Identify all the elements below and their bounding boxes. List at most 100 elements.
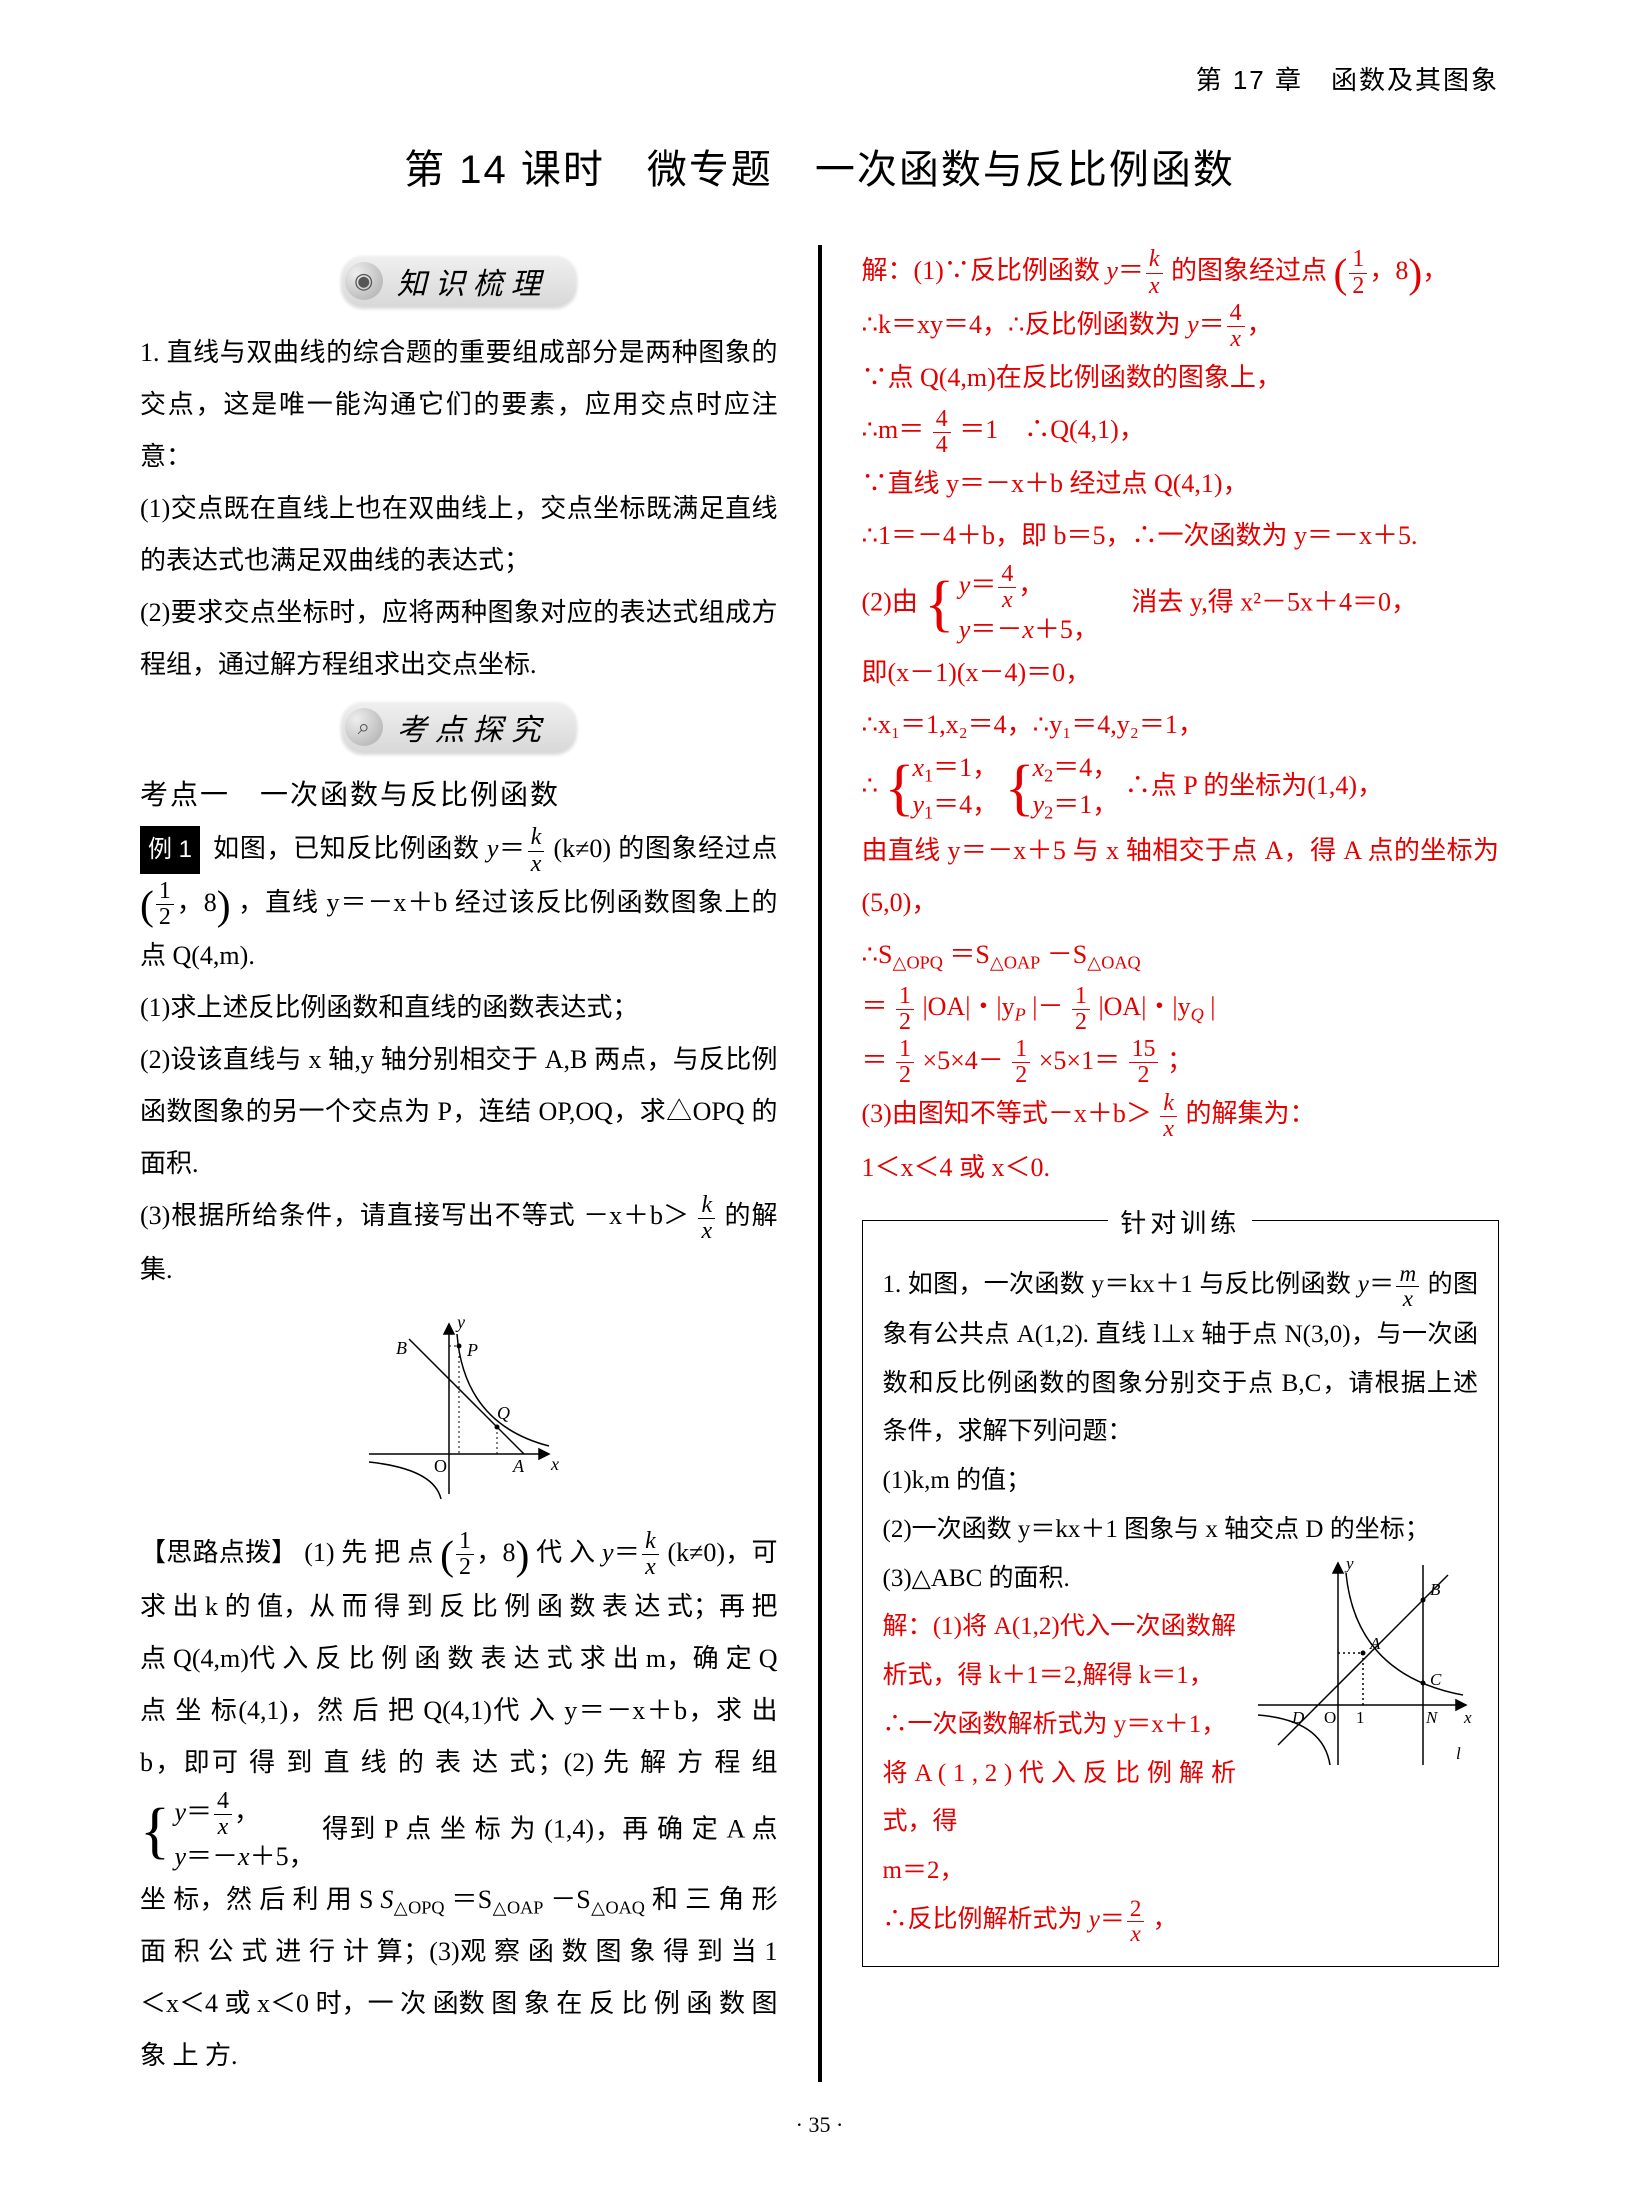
tr-q3: (3)△ABC 的面积.	[883, 1555, 1237, 1604]
g2-A: A	[1369, 1634, 1381, 1653]
f-n: 4	[933, 407, 951, 433]
f-n: k	[642, 1529, 659, 1555]
f-d: x	[1146, 274, 1163, 299]
sol-l15a: (3)由图知不等式－x＋b＞	[862, 1099, 1152, 1128]
example-label: 例 1	[140, 826, 200, 874]
sub: △OAP	[990, 953, 1040, 973]
sol-l14b: ×5×4－	[922, 1046, 1003, 1075]
left-column: ◉ 知识梳理 1. 直线与双曲线的综合题的重要组成部分是两种图象的交点，这是唯一…	[140, 245, 778, 2082]
f-n: 4	[214, 1789, 232, 1815]
f-d: x	[1160, 1117, 1177, 1142]
g1-x: x	[550, 1454, 559, 1474]
example-graph: y x O B P Q A	[140, 1314, 778, 1509]
page-number: · 35 ·	[140, 2112, 1499, 2138]
f-d: x	[214, 1815, 232, 1840]
hint-label: 【思路点拨】	[140, 1538, 297, 1567]
lesson-title: 第 14 课时 微专题 一次函数与反比例函数	[140, 137, 1499, 195]
f-d: 2	[1072, 1010, 1090, 1035]
two-column-layout: ◉ 知识梳理 1. 直线与双曲线的综合题的重要组成部分是两种图象的交点，这是唯一…	[140, 245, 1499, 2082]
tr-sol5a: ∴反比例解析式为	[883, 1906, 1089, 1933]
sol-l5: ∵直线 y＝－x＋b 经过点 Q(4,1)，	[862, 458, 1500, 510]
example-q3a: (3)根据所给条件，请直接写出不等式 －x＋b＞	[140, 1201, 689, 1230]
g2-N: N	[1425, 1708, 1439, 1727]
pt-a: 1	[156, 879, 174, 905]
training-box: 针对训练 1. 如图，一次函数 y＝kx＋1 与反比例函数 y＝mx 的图象有公…	[862, 1220, 1500, 1967]
knowledge-p2: (2)要求交点坐标时，应将两种图象对应的表达式组成方程组，通过解方程组求出交点坐…	[140, 587, 778, 691]
right-column: 解：(1)∵反比例函数 y＝kx 的图象经过点 (12，8)， ∴k＝xy＝4，…	[862, 245, 1500, 2082]
example-q3: (3)根据所给条件，请直接写出不等式 －x＋b＞ kx 的解集.	[140, 1190, 778, 1296]
f-n: m	[1396, 1262, 1419, 1287]
sol-l2a: ∴k＝xy＝4，∴反比例函数为	[862, 310, 1188, 339]
sol-l12a: ∴S	[862, 940, 893, 969]
sol-l10b: ∴点 P 的坐标为(1,4)，	[1125, 771, 1383, 800]
f-d: 2	[456, 1555, 474, 1580]
f-n: 15	[1129, 1037, 1159, 1063]
sol-l3: ∵点 Q(4,m)在反比例函数的图象上，	[862, 352, 1500, 404]
sol-l1a: 解：(1)∵反比例函数	[862, 256, 1107, 285]
sol-l6: ∴1＝－4＋b，即 b＝5，∴一次函数为 y＝－x＋5.	[862, 510, 1500, 562]
badge-knowledge-label: 知识梳理	[397, 259, 549, 303]
f-n: 2	[1127, 1897, 1145, 1922]
tr-sol5b: ，	[1153, 1906, 1178, 1933]
sol-l8: 即(x－1)(x－4)＝0，	[862, 647, 1500, 699]
g2-C: C	[1430, 1670, 1442, 1689]
f-n: 4	[1227, 301, 1245, 327]
hint: 【思路点拨】 (1) 先 把 点 (12，8) 代 入 y＝kx (k≠0)，可…	[140, 1527, 778, 2082]
f-d: x	[1227, 327, 1245, 352]
f-n: k	[1146, 247, 1163, 273]
training-title: 针对训练	[1108, 1203, 1252, 1240]
f-d: 2	[1349, 274, 1367, 299]
f-n: 1	[1072, 984, 1090, 1010]
s-opq: △OPQ	[393, 1897, 444, 1917]
chapter-header: 第 17 章 函数及其图象	[140, 60, 1499, 97]
sol-l12c: －S	[1047, 940, 1087, 969]
tr-sol1: 解：(1)将 A(1,2)代入一次函数解析式，得 k＋1＝2,解得 k＝1，	[883, 1603, 1237, 1701]
magnifier-icon: ⌕	[345, 708, 383, 746]
knowledge-intro: 1. 直线与双曲线的综合题的重要组成部分是两种图象的交点，这是唯一能沟通它们的要…	[140, 327, 778, 483]
f-n: 1	[896, 1037, 914, 1063]
f-d: 2	[896, 1063, 914, 1088]
tr-sol4: m＝2，	[883, 1847, 1237, 1896]
sol-l9: ∴x₁＝1,x₂＝4，∴y₁＝4,y₂＝1，	[862, 699, 1500, 751]
hint-p1a: (1) 先 把 点	[304, 1538, 440, 1567]
example-q2: (2)设该直线与 x 轴,y 轴分别相交于 A,B 两点，与反比例函数图象的另一…	[140, 1034, 778, 1190]
tr-stem-a: 1. 如图，一次函数 y＝kx＋1 与反比例函数	[883, 1271, 1358, 1298]
g2-O: O	[1324, 1708, 1336, 1727]
sol-l4b: ＝1 ∴Q(4,1)，	[959, 415, 1145, 444]
sol-l13c: |－	[1032, 992, 1063, 1021]
frac-den: x	[698, 1219, 715, 1244]
frac-num: k	[528, 825, 545, 851]
badge-explore-label: 考点探究	[397, 705, 549, 749]
tr-q2: (2)一次函数 y＝kx＋1 图象与 x 轴交点 D 的坐标；	[883, 1506, 1479, 1555]
f-d: 2	[1012, 1063, 1030, 1088]
f-d: x	[642, 1555, 659, 1580]
example-stem-a: 如图，已知反比例函数	[213, 834, 487, 863]
g1-B: B	[396, 1338, 407, 1358]
graph2-svg: y x O B A C D N l 1	[1248, 1555, 1478, 1775]
f-n: k	[1160, 1091, 1177, 1117]
sol-l15b: 的解集为：	[1185, 1099, 1315, 1128]
g1-O: O	[434, 1456, 447, 1476]
f-c: 8	[1395, 256, 1408, 285]
g1-P: P	[466, 1340, 478, 1360]
solution: 解：(1)∵反比例函数 y＝kx 的图象经过点 (12，8)， ∴k＝xy＝4，…	[862, 245, 1500, 1194]
sol-l13b: |OA|・|y	[922, 992, 1014, 1021]
graph1-svg: y x O B P Q A	[349, 1314, 569, 1504]
tr-sol3: 将 A ( 1 , 2 ) 代 入 反 比 例 解 析式，得	[883, 1750, 1237, 1848]
g2-D: D	[1291, 1708, 1305, 1727]
g2-1: 1	[1356, 1708, 1365, 1727]
knowledge-p1: (1)交点既在直线上也在双曲线上，交点坐标既满足直线的表达式也满足双曲线的表达式…	[140, 483, 778, 587]
hint-eq: ＝S	[451, 1885, 492, 1914]
f-d: 4	[933, 433, 951, 458]
knowledge-badge: ◉ 知识梳理	[140, 255, 778, 307]
f-d: 2	[1129, 1063, 1159, 1088]
tr-sol2: ∴一次函数解析式为 y＝x＋1，	[883, 1701, 1237, 1750]
sol-l14a: ＝	[862, 1046, 888, 1075]
f-d: x	[1127, 1922, 1145, 1946]
pt-b: 2	[156, 905, 174, 930]
g1-A: A	[512, 1456, 525, 1476]
training-content: 1. 如图，一次函数 y＝kx＋1 与反比例函数 y＝mx 的图象有公共点 A(…	[883, 1261, 1479, 1946]
g2-y: y	[1344, 1555, 1354, 1573]
g2-x: x	[1463, 1708, 1472, 1727]
s-oap: △OAP	[492, 1897, 543, 1917]
